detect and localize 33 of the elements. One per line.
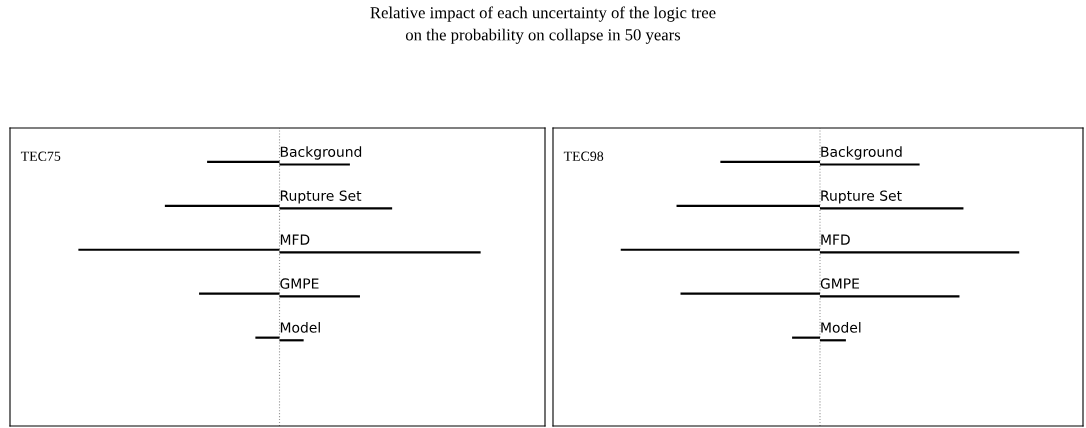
category-label: Rupture Set: [280, 190, 362, 204]
bar: [676, 204, 820, 207]
bar: [207, 160, 280, 163]
bar: [720, 160, 820, 163]
bar: [279, 339, 304, 342]
bar: [279, 207, 393, 210]
bar: [819, 207, 964, 210]
bar: [164, 204, 280, 207]
category-label: Rupture Set: [821, 190, 902, 204]
bar: [680, 292, 820, 295]
bar: [620, 248, 820, 251]
bar: [819, 339, 846, 342]
category-label: MFD: [821, 234, 850, 245]
bar: [819, 163, 920, 166]
category-label: Model: [821, 322, 861, 333]
bar: [279, 163, 350, 166]
category-label: MFD: [280, 234, 310, 245]
category-label: Model: [280, 322, 320, 333]
category-label: Background: [280, 146, 362, 160]
category-label: Background: [821, 146, 902, 160]
bar: [819, 295, 960, 298]
text: TEC98: [563, 151, 604, 161]
bar: [279, 295, 360, 298]
bar: [199, 292, 280, 295]
text: Relative impact of each uncertainty of the logic tree on the probability on collapse in 50 years: [370, 6, 716, 44]
category-label: GMPE: [280, 278, 319, 289]
bar: [792, 336, 820, 339]
category-label: GMPE: [820, 278, 859, 289]
bar: [255, 336, 280, 339]
bar: [78, 248, 280, 251]
bar: [279, 251, 481, 254]
text: TEC75: [20, 151, 61, 161]
bar: [819, 251, 1020, 254]
